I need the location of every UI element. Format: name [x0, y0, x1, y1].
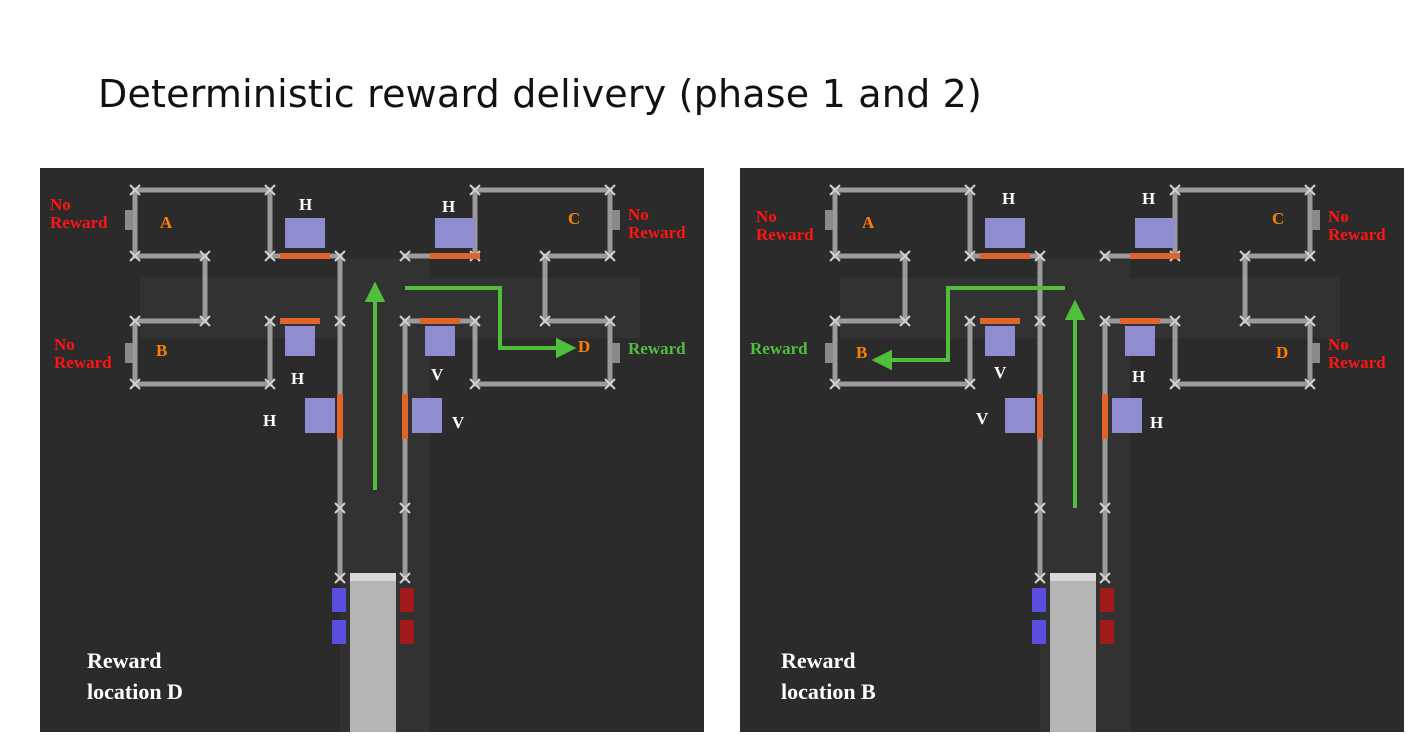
outcome-b: Reward	[750, 339, 808, 358]
door-label: H	[299, 195, 313, 214]
door-label: H	[1002, 189, 1016, 208]
arm-label-a: A	[160, 213, 173, 232]
outcome-d: No Reward	[1328, 335, 1386, 372]
door-label: H	[291, 369, 305, 388]
arm-label-c: C	[568, 209, 581, 228]
door-label: H	[442, 197, 456, 216]
outcome-a: No Reward	[50, 195, 108, 232]
arm-label-d: D	[578, 337, 591, 356]
maze-panel-reward-b: No Reward Reward No Reward No Reward A B…	[740, 168, 1404, 732]
maze-diagram	[40, 168, 704, 732]
route-arrow	[364, 281, 577, 490]
outcome-d: Reward	[628, 339, 686, 358]
arm-label-b: B	[156, 341, 168, 360]
door-label: H	[263, 411, 277, 430]
outcome-b: No Reward	[54, 335, 112, 372]
route-arrow	[871, 286, 1086, 508]
panel-caption: Reward location D	[87, 648, 183, 704]
maze-diagram	[740, 168, 1404, 732]
door-label: V	[431, 365, 444, 384]
door-label: H	[1132, 367, 1146, 386]
door-label: H	[1150, 413, 1164, 432]
arm-label-b: B	[856, 343, 868, 362]
door-label: V	[994, 363, 1007, 382]
outcome-c: No Reward	[1328, 207, 1386, 244]
maze-panel-reward-d: No Reward No Reward No Reward Reward A B…	[40, 168, 704, 732]
arm-label-c: C	[1272, 209, 1285, 228]
door-label: V	[452, 413, 465, 432]
outcome-c: No Reward	[628, 205, 686, 242]
door-label: V	[976, 409, 989, 428]
panel-caption: Reward location B	[781, 648, 876, 704]
outcome-a: No Reward	[756, 207, 814, 244]
door-label: H	[1142, 189, 1156, 208]
slide-title: Deterministic reward delivery (phase 1 a…	[98, 72, 983, 116]
arm-label-d: D	[1276, 343, 1289, 362]
arm-label-a: A	[862, 213, 875, 232]
